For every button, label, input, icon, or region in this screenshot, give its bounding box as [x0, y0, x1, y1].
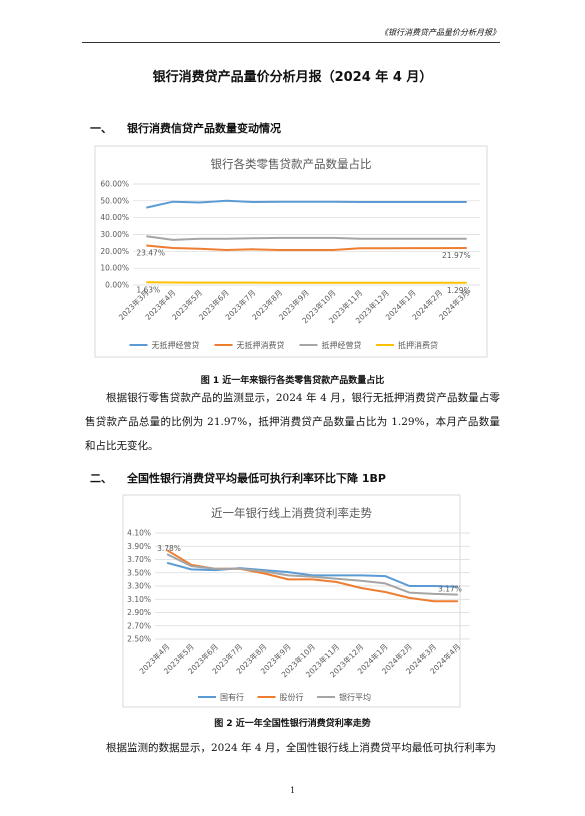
y-tick-label: 30.00%	[100, 230, 129, 239]
y-tick-label: 0.00%	[105, 281, 129, 290]
header-rule	[82, 42, 500, 43]
y-tick-label: 4.10%	[127, 529, 151, 538]
series-line	[146, 281, 467, 284]
y-tick-label: 3.70%	[127, 555, 151, 564]
y-tick-label: 40.00%	[100, 213, 129, 222]
y-tick-label: 2.70%	[127, 621, 151, 630]
data-label: 3.17%	[438, 585, 462, 594]
section-number: 二、	[90, 472, 112, 485]
section-number: 一、	[90, 122, 112, 135]
paragraph: 根据监测的数据显示，2024 年 4 月，全国性银行线上消费贷平均最低可执行利率…	[106, 742, 496, 754]
section-heading: 全国性银行消费贷平均最低可执行利率环比下降 1BP	[127, 472, 386, 485]
paragraph: 根据银行零售贷款产品的监测显示，2024 年 4 月，银行无抵押消费贷产品数量占…	[85, 392, 500, 452]
data-label: 23.47%	[136, 248, 165, 257]
section-heading: 银行消费信贷产品数量变动情况	[127, 122, 281, 135]
y-tick-label: 10.00%	[100, 264, 129, 273]
y-tick-label: 3.30%	[127, 582, 151, 591]
series-line	[166, 561, 458, 588]
y-tick-label: 2.90%	[127, 608, 151, 617]
data-label: 21.97%	[442, 251, 471, 260]
legend-label: 抵押经营贷	[322, 340, 362, 350]
figure-caption: 图 1 近一年来银行各类零售贷款产品数量占比	[200, 376, 385, 386]
figure-caption: 图 2 近一年全国性银行消费贷利率走势	[214, 719, 371, 729]
data-label: 1.63%	[136, 285, 160, 294]
doc-title: 银行消费贷产品量价分析月报（2024 年 4 月）	[152, 70, 433, 85]
y-tick-label: 60.00%	[100, 180, 129, 189]
chart-title: 银行各类零售贷款产品数量占比	[211, 157, 372, 171]
series-line	[146, 199, 467, 209]
y-tick-label: 2.50%	[127, 635, 151, 644]
chart-frame	[122, 494, 461, 708]
legend-label: 银行平均	[339, 692, 371, 702]
legend-label: 抵押消费贷	[398, 340, 438, 350]
y-tick-label: 3.10%	[127, 595, 151, 604]
y-tick-label: 3.90%	[127, 542, 151, 551]
data-label: 1.29%	[447, 286, 471, 295]
y-tick-label: 50.00%	[100, 196, 129, 205]
chart-title: 近一年银行线上消费贷利率走势	[211, 506, 372, 520]
series-line	[166, 553, 458, 596]
legend-label: 国有行	[220, 692, 244, 702]
running-header: 《银行消费贷产品量价分析月报》	[380, 28, 500, 37]
y-tick-label: 3.50%	[127, 568, 151, 577]
page-number: 1	[289, 786, 296, 795]
series-line	[146, 244, 467, 251]
series-line	[146, 235, 467, 241]
y-tick-label: 20.00%	[100, 247, 129, 256]
data-label: 3.78%	[157, 544, 181, 553]
legend-label: 无抵押消费贷	[237, 340, 285, 350]
legend-label: 无抵押经营贷	[152, 340, 200, 350]
legend-label: 股份行	[280, 692, 304, 702]
